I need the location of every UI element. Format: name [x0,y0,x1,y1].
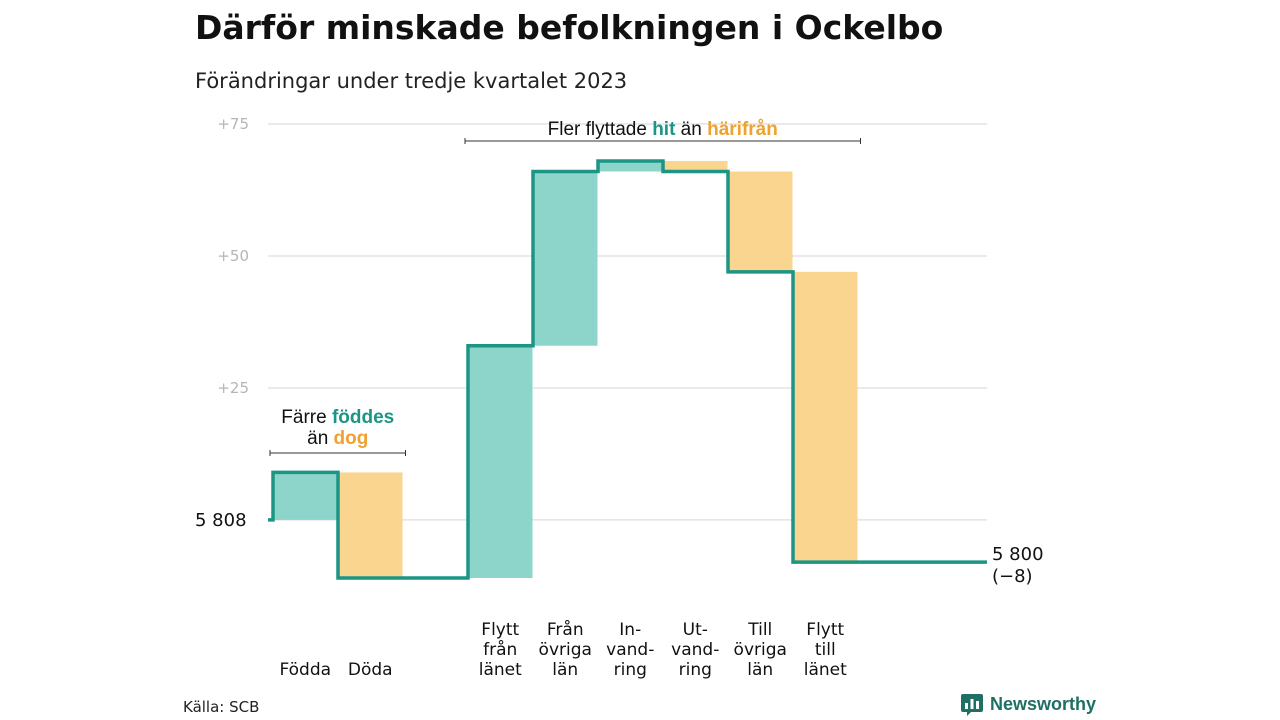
chart-subtitle: Förändringar under tredje kvartalet 2023 [195,69,628,93]
annotation-segment: dog [334,428,369,449]
category-label: Döda [348,660,393,680]
waterfall-bar [793,271,858,563]
end-value-label: 5 800 [992,544,1044,565]
annotation-segment: härifrån [707,119,778,140]
annotation-segment: än [675,119,707,140]
bar-chart-icon [961,694,983,716]
category-label: vand- [671,640,719,660]
label-layer: Födda DödaFlyttfrånlänetFrånövrigalänIn-v… [195,510,1044,680]
waterfall-bar [533,171,598,346]
category-label: övriga [539,640,592,660]
category-label: län [747,660,773,680]
waterfall-bar [338,472,403,578]
annotation-segment: föddes [332,407,394,428]
annotation-segment: än [307,428,333,449]
brand-logo: Newsworthy [960,692,1096,716]
line-layer [268,159,987,580]
category-label: vand- [606,640,654,660]
category-label: Födda [279,660,331,680]
category-label: ring [679,660,712,680]
start-value-label: 5 808 [195,510,247,531]
category-label: län [552,660,578,680]
y-tick-label: +75 [217,115,249,133]
chart-title: Därför minskade befolkningen i Ockelbo [195,8,944,47]
category-label: övriga [734,640,787,660]
category-label: från [483,639,517,660]
brand-name: Newsworthy [990,693,1097,714]
annotation-segment: Fler flyttade [548,119,653,140]
end-change-label: (−8) [992,566,1033,587]
cumulative-step-line [268,159,987,580]
bar-layer [273,160,858,578]
category-label: Ut- [683,620,708,640]
annotation-segment: Färre [281,407,332,428]
grid-layer: +25 +50 +75 [217,115,987,521]
category-label: ring [614,660,647,680]
category-label: länet [479,660,522,680]
category-label: Flytt [806,620,844,640]
waterfall-bar [728,171,793,272]
category-label: till [815,640,836,660]
y-tick-label: +50 [217,247,249,265]
annotation-text: Fler flyttade hit än härifrån [548,119,778,140]
category-label: Flytt [481,620,519,640]
waterfall-bar [663,160,728,172]
annotation-text: Färre föddes [281,407,394,428]
annotation-text: än dog [307,428,368,449]
y-tick-label: +25 [217,379,249,397]
source-note: Källa: SCB [183,698,260,716]
waterfall-bar [273,472,338,520]
category-label: länet [804,660,847,680]
category-label: In- [619,620,641,640]
waterfall-bar [468,345,533,578]
category-label: Till [747,620,772,640]
annotation-segment: hit [652,119,676,140]
waterfall-bar [598,160,663,172]
category-label: Från [547,619,584,640]
